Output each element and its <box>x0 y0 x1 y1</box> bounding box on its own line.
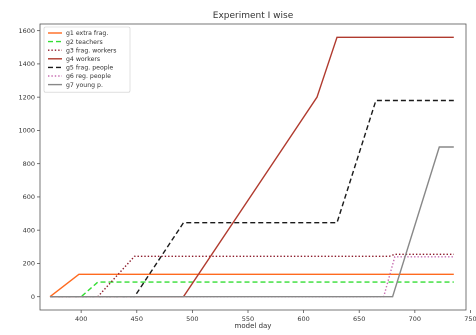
y-tick-label: 1200 <box>18 93 35 101</box>
y-tick-label: 1400 <box>18 60 35 68</box>
y-tick-label: 800 <box>23 160 35 168</box>
ticks-layer: 400 450 500 550 600 650 700 750 0 200 400 600 800 100… <box>18 27 476 323</box>
x-tick-label: 650 <box>353 315 365 323</box>
legend-label: g5 frag. people <box>66 65 113 72</box>
series-layer <box>49 36 454 298</box>
series-line-g1 <box>49 273 454 298</box>
legend-label: g2 teachers <box>66 39 103 46</box>
x-tick-label: 550 <box>242 315 254 323</box>
x-tick-label: 450 <box>131 315 143 323</box>
legend-label: g6 reg. people <box>66 73 111 80</box>
x-tick-label: 700 <box>409 315 421 323</box>
series-line-g5 <box>50 99 454 298</box>
x-tick-label: 500 <box>186 315 198 323</box>
y-tick-label: 200 <box>23 260 35 268</box>
legend-box <box>43 26 131 93</box>
legend-label: g3 frag. workers <box>66 47 117 54</box>
legend-label: g4 workers <box>66 56 100 63</box>
series-line-g2 <box>50 281 454 298</box>
x-axis-label: model day <box>235 322 272 330</box>
y-tick-label: 400 <box>23 226 35 234</box>
x-tick-label: 750 <box>464 315 476 323</box>
y-tick-label: 0 <box>31 293 35 301</box>
chart-title: Experiment I wise <box>213 11 294 21</box>
x-tick-label: 400 <box>75 315 87 323</box>
series-line-g7 <box>50 146 454 298</box>
y-tick-label: 1600 <box>18 27 35 35</box>
x-tick-label: 600 <box>297 315 309 323</box>
y-tick-label: 1000 <box>18 127 35 135</box>
y-tick-label: 600 <box>23 193 35 201</box>
legend-label: g1 extra frag. <box>66 30 108 37</box>
legend-label: g7 young p. <box>66 82 103 89</box>
